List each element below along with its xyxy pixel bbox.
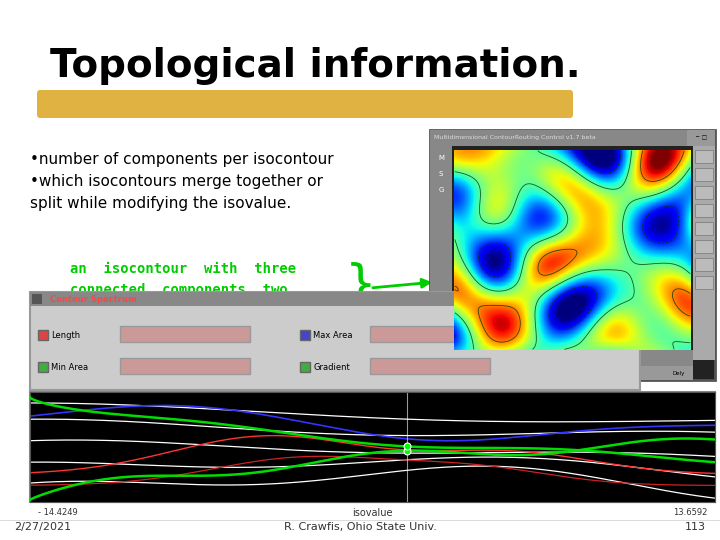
- Bar: [430, 350, 693, 366]
- Text: Multidimensional ContourRouting Control v1.7 beta: Multidimensional ContourRouting Control …: [434, 136, 595, 140]
- Bar: [370, 358, 490, 374]
- Bar: [695, 222, 713, 235]
- Text: Length: Length: [51, 330, 80, 340]
- Bar: [370, 326, 490, 342]
- Bar: [695, 204, 713, 217]
- Bar: [695, 168, 713, 181]
- Text: Min Area: Min Area: [51, 362, 88, 372]
- Text: 2/27/2021: 2/27/2021: [14, 522, 71, 532]
- Text: Dely: Dely: [672, 370, 685, 375]
- Bar: [38, 362, 48, 372]
- Bar: [30, 292, 640, 306]
- Bar: [38, 330, 48, 340]
- Text: •number of components per isocontour
•which isocontours merge together or
split : •number of components per isocontour •wh…: [30, 152, 333, 211]
- Bar: [300, 362, 310, 372]
- Bar: [695, 150, 713, 163]
- Bar: [30, 392, 715, 502]
- Text: Rate   Poly: Rate Poly: [434, 370, 463, 375]
- Text: }: }: [345, 261, 377, 309]
- Text: 113: 113: [685, 522, 706, 532]
- Text: ─  □: ─ □: [695, 136, 707, 140]
- Bar: [30, 292, 640, 390]
- Text: Gradient: Gradient: [313, 362, 350, 372]
- Text: Max Area: Max Area: [313, 330, 353, 340]
- Bar: [695, 186, 713, 199]
- Text: R. Crawfis, Ohio State Univ.: R. Crawfis, Ohio State Univ.: [284, 522, 436, 532]
- Text: value: 1.044.00: value: 1.044.00: [434, 355, 477, 361]
- Bar: [695, 240, 713, 253]
- Text: isovalue: isovalue: [352, 508, 392, 518]
- Bar: [430, 130, 715, 380]
- Bar: [430, 130, 687, 146]
- Bar: [120, 358, 250, 374]
- Text: Contour Spectrum: Contour Spectrum: [50, 294, 137, 303]
- Text: Topological information.: Topological information.: [50, 47, 580, 85]
- Bar: [300, 330, 310, 340]
- Bar: [687, 130, 715, 146]
- Text: To Iso: 27.000: To Iso: 27.000: [550, 355, 588, 361]
- Bar: [693, 146, 715, 360]
- Text: value: value: [0, 435, 3, 458]
- Bar: [695, 258, 713, 271]
- Bar: [490, 368, 570, 378]
- Text: 13.6592: 13.6592: [672, 508, 707, 517]
- Bar: [32, 294, 42, 304]
- Text: - 14.4249: - 14.4249: [38, 508, 78, 517]
- Text: G: G: [438, 187, 444, 193]
- Text: an  isocontour  with  three
connected  components  two
of  which  are  about  to: an isocontour with three connected compo…: [70, 262, 338, 318]
- Bar: [120, 326, 250, 342]
- Bar: [430, 366, 693, 380]
- FancyBboxPatch shape: [37, 90, 573, 118]
- Bar: [695, 276, 713, 289]
- Text: S: S: [438, 171, 444, 177]
- Bar: [430, 146, 452, 350]
- Text: M: M: [438, 155, 444, 161]
